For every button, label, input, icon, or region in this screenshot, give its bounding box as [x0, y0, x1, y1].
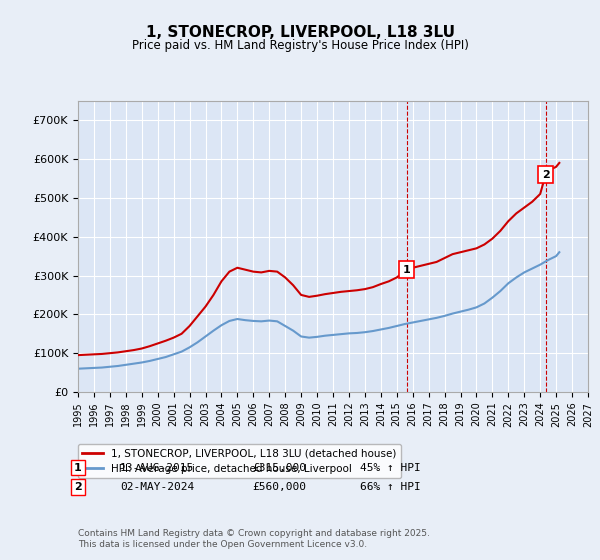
Text: £315,000: £315,000 — [252, 463, 306, 473]
Text: 1: 1 — [403, 265, 410, 275]
Text: Price paid vs. HM Land Registry's House Price Index (HPI): Price paid vs. HM Land Registry's House … — [131, 39, 469, 52]
Text: 66% ↑ HPI: 66% ↑ HPI — [360, 482, 421, 492]
Text: Contains HM Land Registry data © Crown copyright and database right 2025.
This d: Contains HM Land Registry data © Crown c… — [78, 529, 430, 549]
Text: 2: 2 — [74, 482, 82, 492]
Text: 02-MAY-2024: 02-MAY-2024 — [120, 482, 194, 492]
Text: 1, STONECROP, LIVERPOOL, L18 3LU: 1, STONECROP, LIVERPOOL, L18 3LU — [146, 25, 455, 40]
Legend: 1, STONECROP, LIVERPOOL, L18 3LU (detached house), HPI: Average price, detached : 1, STONECROP, LIVERPOOL, L18 3LU (detach… — [78, 445, 401, 478]
Text: 2: 2 — [542, 170, 550, 180]
Text: 1: 1 — [74, 463, 82, 473]
Text: 45% ↑ HPI: 45% ↑ HPI — [360, 463, 421, 473]
Text: £560,000: £560,000 — [252, 482, 306, 492]
Text: 13-AUG-2015: 13-AUG-2015 — [120, 463, 194, 473]
